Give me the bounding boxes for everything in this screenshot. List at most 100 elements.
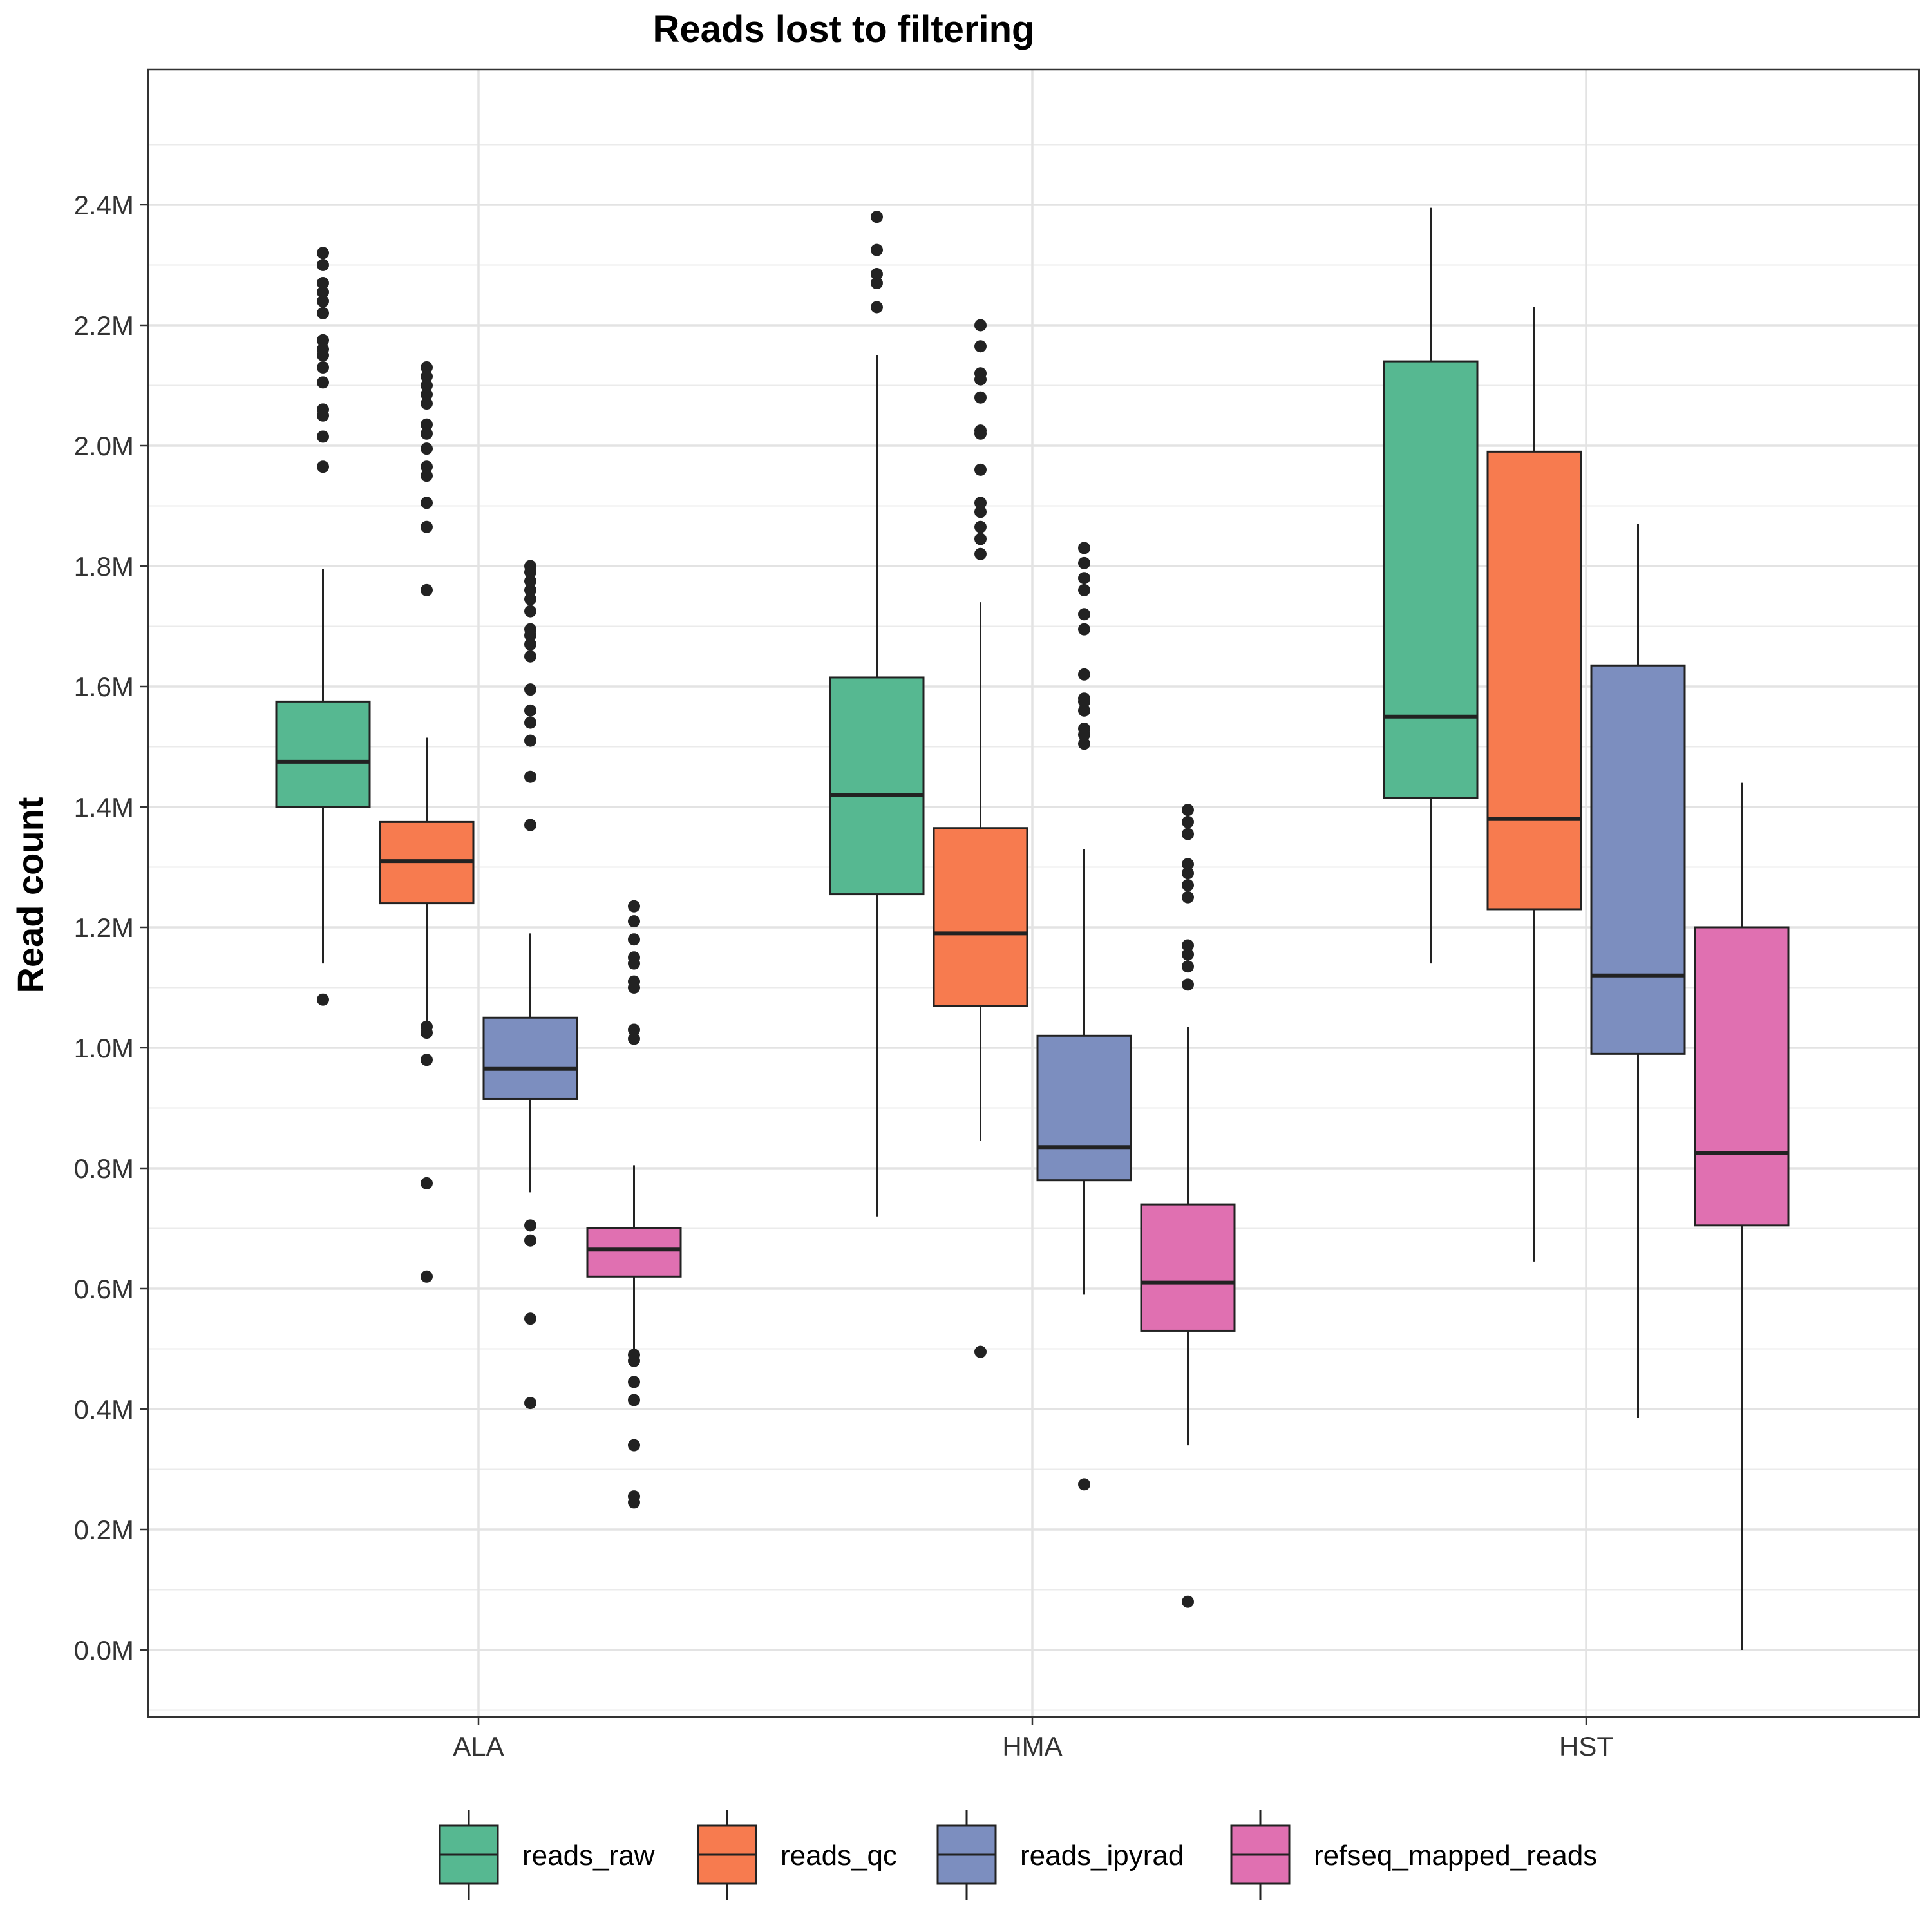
box-iqr: [275, 700, 371, 808]
outlier-point: [524, 592, 536, 605]
outlier-point: [628, 1349, 640, 1361]
outlier-point: [317, 403, 329, 416]
y-axis: 0.0M 0.2M 0.4M 0.6M 0.8M 1.0M 1.2M 1.4M 1.6M 1.8M…: [74, 190, 148, 1665]
outlier-point: [1182, 858, 1194, 871]
box-iqr: [1383, 360, 1479, 799]
box-iqr: [1486, 450, 1582, 911]
outlier-point: [1182, 960, 1194, 973]
box-refseq_mapped_reads-ALA: [586, 900, 682, 1509]
y-tick-label: 1.8M: [74, 551, 134, 582]
box-reads_ipyrad-ALA: [482, 560, 578, 1410]
y-tick-label: 0.0M: [74, 1635, 134, 1665]
outlier-point: [1078, 1478, 1090, 1491]
outlier-point: [317, 247, 329, 260]
box-reads_raw-HST: [1383, 207, 1479, 964]
x-tick-label: ALA: [453, 1731, 504, 1761]
outlier-point: [524, 605, 536, 618]
outlier-point: [524, 638, 536, 651]
outlier-point: [974, 367, 987, 380]
box-iqr: [482, 1016, 578, 1100]
plot-panel: [147, 68, 1920, 1718]
outlier-point: [1078, 623, 1090, 636]
outlier-point: [628, 1032, 640, 1045]
outlier-point: [628, 975, 640, 988]
outlier-point: [1182, 879, 1194, 892]
box-reads_qc-ALA: [379, 361, 475, 1283]
legend-label: reads_raw: [522, 1840, 655, 1871]
outlier-point: [974, 463, 987, 476]
y-tick-label: 2.0M: [74, 431, 134, 461]
box-reads_ipyrad-HMA: [1036, 542, 1132, 1491]
outlier-point: [317, 286, 329, 299]
outlier-point: [421, 520, 433, 533]
box-reads_ipyrad-HST: [1590, 524, 1686, 1419]
outlier-point: [871, 268, 883, 281]
y-tick-label: 2.2M: [74, 310, 134, 341]
outlier-point: [524, 716, 536, 729]
outlier-point: [317, 376, 329, 389]
outlier-point: [628, 951, 640, 964]
outlier-point: [1078, 583, 1090, 596]
outlier-point: [871, 277, 883, 290]
outlier-point: [1078, 692, 1090, 705]
outlier-point: [524, 650, 536, 663]
y-tick-label: 1.6M: [74, 672, 134, 702]
outlier-point: [421, 418, 433, 431]
outlier-point: [871, 243, 883, 256]
y-tick-label: 1.2M: [74, 913, 134, 943]
outlier-point: [628, 915, 640, 928]
box-iqr: [829, 676, 925, 896]
outlier-point: [524, 623, 536, 636]
box-reads_qc-HST: [1486, 307, 1582, 1262]
y-axis-label: Read count: [10, 797, 50, 994]
outlier-point: [974, 533, 987, 545]
box-iqr: [1036, 1034, 1132, 1182]
outlier-point: [1078, 556, 1090, 569]
outlier-point: [524, 560, 536, 573]
box-iqr: [1590, 664, 1686, 1055]
y-tick-label: 1.4M: [74, 792, 134, 822]
legend-item-reads_raw: reads_raw: [439, 1810, 655, 1900]
outlier-point: [524, 819, 536, 831]
outlier-point: [628, 900, 640, 913]
outlier-point: [524, 1234, 536, 1247]
outlier-point: [421, 583, 433, 596]
outlier-point: [628, 1376, 640, 1388]
outlier-point: [317, 277, 329, 290]
outlier-point: [317, 361, 329, 374]
outlier-point: [1182, 815, 1194, 828]
outlier-point: [628, 1490, 640, 1503]
outlier-point: [974, 547, 987, 560]
outlier-point: [421, 1054, 433, 1066]
outlier-point: [421, 397, 433, 410]
y-tick-label: 0.2M: [74, 1515, 134, 1545]
chart-title: Reads lost to filtering: [653, 8, 1035, 50]
outlier-point: [1078, 704, 1090, 717]
outlier-point: [974, 424, 987, 437]
outlier-point: [524, 1397, 536, 1410]
outlier-point: [421, 460, 433, 473]
outlier-point: [317, 334, 329, 346]
outlier-point: [1078, 572, 1090, 585]
legend-label: reads_ipyrad: [1020, 1840, 1184, 1871]
outlier-point: [1182, 891, 1194, 904]
outlier-point: [317, 259, 329, 271]
plot-border: [147, 68, 1920, 1718]
outlier-point: [628, 1023, 640, 1036]
box-refseq_mapped_reads-HMA: [1140, 804, 1236, 1608]
x-tick-label: HMA: [1002, 1731, 1062, 1761]
outlier-point: [524, 574, 536, 587]
outlier-point: [524, 734, 536, 747]
box-reads_raw-ALA: [275, 247, 371, 1006]
outlier-point: [1182, 1595, 1194, 1608]
outlier-point: [871, 211, 883, 223]
outlier-point: [974, 506, 987, 518]
outlier-point: [317, 307, 329, 319]
outlier-point: [1182, 804, 1194, 817]
box-reads_qc-HMA: [933, 319, 1028, 1358]
outlier-point: [1078, 542, 1090, 554]
outlier-point: [1182, 978, 1194, 991]
outlier-point: [974, 497, 987, 509]
outlier-point: [974, 340, 987, 353]
